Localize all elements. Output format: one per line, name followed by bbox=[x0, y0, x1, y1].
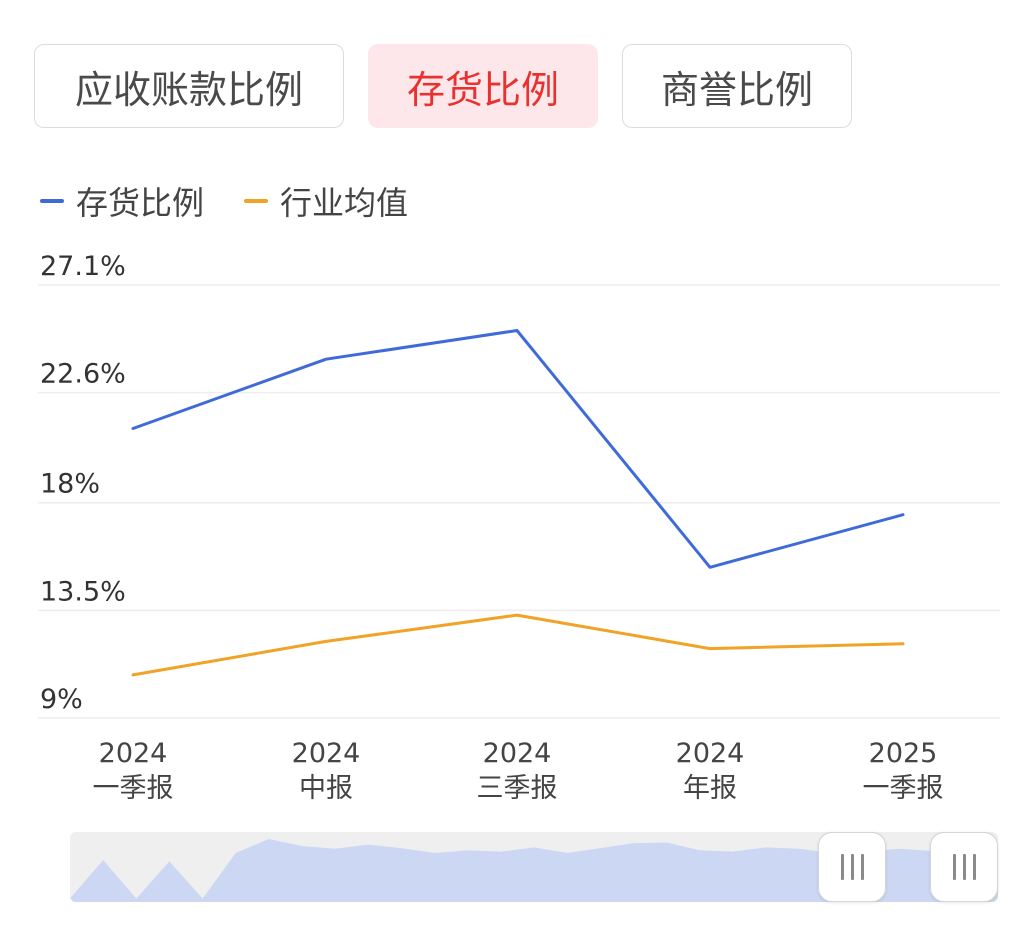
line-chart: 27.1% 22.6% 18% 13.5% 9% 2024 一季报 2024 中报 2024 三季报… bbox=[38, 251, 1000, 804]
legend-label-industry-avg: 行业均值 bbox=[280, 184, 409, 222]
grip-line-icon bbox=[972, 854, 976, 880]
tab-receivables-ratio[interactable]: 应收账款比例 bbox=[34, 44, 344, 128]
x-tick-period: 中报 bbox=[299, 773, 353, 804]
overview-sparkline bbox=[70, 839, 998, 902]
x-tick-period: 年报 bbox=[683, 773, 737, 804]
x-tick-period: 三季报 bbox=[477, 773, 558, 804]
range-slider-right-handle[interactable] bbox=[930, 832, 998, 902]
x-tick-period: 一季报 bbox=[863, 773, 944, 804]
grip-line-icon bbox=[952, 854, 956, 880]
grip-line-icon bbox=[860, 854, 864, 880]
x-tick-year: 2025 bbox=[869, 738, 938, 769]
y-tick-label: 9% bbox=[40, 684, 83, 715]
grip-line-icon bbox=[962, 854, 966, 880]
y-tick-label: 22.6% bbox=[40, 359, 126, 390]
chart-legend: 存货比例 行业均值 bbox=[40, 178, 408, 224]
x-tick-year: 2024 bbox=[676, 738, 745, 769]
x-tick-year: 2024 bbox=[99, 738, 168, 769]
series-line-inventory-ratio bbox=[131, 329, 905, 569]
x-tick-period: 一季报 bbox=[93, 773, 174, 804]
legend-item-industry-avg[interactable]: 行业均值 bbox=[244, 178, 408, 224]
overview-area bbox=[70, 839, 998, 902]
legend-label-inventory: 存货比例 bbox=[76, 184, 205, 222]
x-tick-year: 2024 bbox=[292, 738, 361, 769]
metric-tabs: 应收账款比例 存货比例 商誉比例 bbox=[34, 44, 852, 128]
tab-goodwill-ratio[interactable]: 商誉比例 bbox=[622, 44, 852, 128]
legend-swatch-inventory bbox=[40, 199, 64, 203]
legend-swatch-industry-avg bbox=[244, 199, 269, 203]
x-tick-year: 2024 bbox=[483, 738, 552, 769]
range-slider-left-handle[interactable] bbox=[818, 832, 886, 902]
grip-line-icon bbox=[840, 854, 844, 880]
y-tick-label: 13.5% bbox=[40, 576, 126, 607]
series-line-industry-average bbox=[131, 613, 905, 677]
y-tick-label: 18% bbox=[40, 469, 100, 500]
tab-inventory-ratio[interactable]: 存货比例 bbox=[368, 44, 598, 128]
legend-item-inventory[interactable]: 存货比例 bbox=[40, 178, 204, 224]
y-tick-label: 27.1% bbox=[40, 251, 126, 282]
grip-line-icon bbox=[850, 854, 854, 880]
